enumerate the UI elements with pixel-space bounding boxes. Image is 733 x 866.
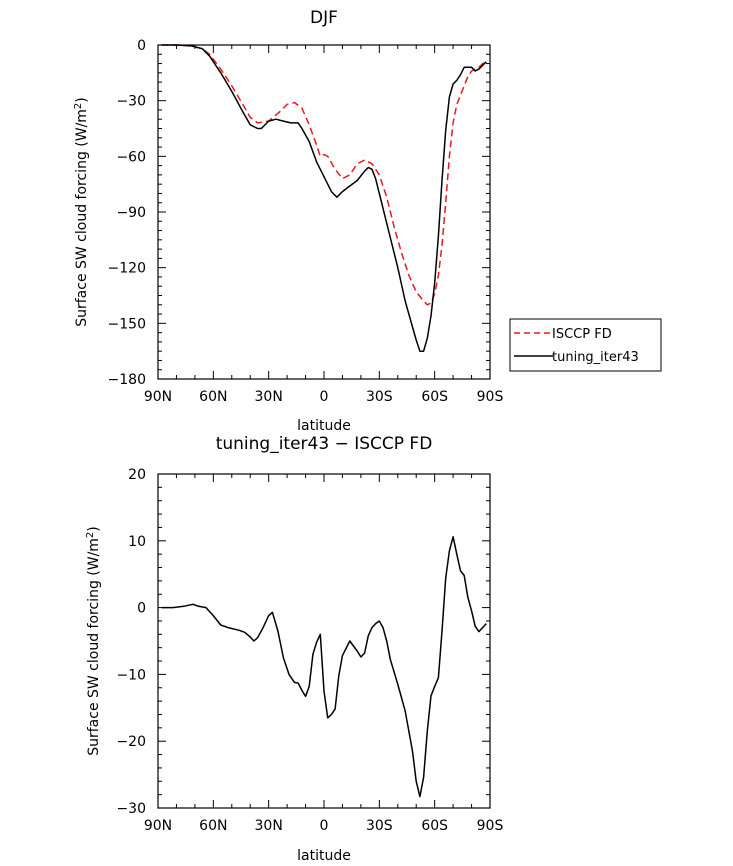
top-ytick-label-0: 0: [137, 38, 146, 54]
top-y-tick-labels: 0 −30 −60 −90 −120 −150 −180: [108, 38, 146, 388]
bottom-y-axis-title-superscript: 2: [85, 532, 96, 538]
bottom-chart-title: tuning_iter43 − ISCCP FD: [216, 434, 433, 454]
legend: ISCCP FD tuning_iter43: [509, 318, 662, 372]
bottom-ytick-label-10: 10: [128, 534, 146, 550]
top-xtick-label-60n: 60N: [199, 389, 227, 405]
top-x-axis-title: latitude: [297, 418, 351, 434]
bottom-y-tick-labels: 20 10 0 −10 −20 −30: [116, 467, 146, 817]
top-y-axis-title-main: Surface SW cloud forcing (W/m: [74, 109, 90, 327]
bottom-y-axis-title-main: Surface SW cloud forcing (W/m: [86, 538, 102, 756]
top-xtick-label-30n: 30N: [255, 389, 283, 405]
bottom-series-lines: [161, 536, 487, 798]
bottom-ytick-label-10: −10: [116, 667, 146, 683]
legend-label-tuning-iter43: tuning_iter43: [552, 350, 639, 365]
top-xtick-label-30s: 30S: [366, 389, 393, 405]
top-ytick-label-60: −60: [116, 149, 146, 165]
bottom-x-axis-title: latitude: [297, 848, 351, 864]
bottom-y-axis-title-close: ): [86, 526, 102, 531]
top-ytick-label-150: −150: [108, 316, 146, 332]
bottom-x-tick-labels: 90N 60N 30N 0 30S 60S 90S: [144, 818, 504, 834]
top-xtick-label-0: 0: [320, 389, 329, 405]
bottom-ytick-label-20: 20: [128, 467, 146, 483]
bottom-ytick-label-30: −30: [116, 801, 146, 817]
top-x-tick-labels: 90N 60N 30N 0 30S 60S 90S: [144, 389, 504, 405]
legend-label-isccp-fd: ISCCP FD: [552, 327, 612, 342]
bottom-xtick-label-90n: 90N: [144, 818, 172, 834]
top-ytick-label-30: −30: [116, 94, 146, 110]
bottom-ytick-label-0: 0: [137, 601, 146, 617]
top-ytick-label-180: −180: [108, 372, 146, 388]
bottom-ytick-label-20: −20: [116, 734, 146, 750]
bottom-tick-marks: [157, 473, 491, 809]
top-series-line-tuning-iter43: [161, 44, 487, 352]
top-xtick-label-90s: 90S: [477, 389, 504, 405]
top-series-lines: [161, 44, 487, 352]
bottom-xtick-label-60n: 60N: [199, 818, 227, 834]
top-y-axis-title-superscript: 2: [73, 103, 84, 109]
top-series-line-isccp-fd: [161, 44, 487, 306]
top-xtick-label-60s: 60S: [421, 389, 448, 405]
bottom-panel: tuning_iter43 − ISCCP FD 20100−10−20−30 …: [85, 434, 503, 864]
bottom-series-line-tuning-iter43-isccp-fd: [161, 536, 487, 798]
top-xtick-label-90n: 90N: [144, 389, 172, 405]
top-ytick-label-90: −90: [116, 205, 146, 221]
top-y-axis-title-close: ): [74, 97, 90, 102]
bottom-xtick-label-30s: 30S: [366, 818, 393, 834]
bottom-plot-frame: [157, 473, 491, 809]
top-chart-title: DJF: [310, 8, 338, 28]
top-ytick-label-120: −120: [108, 261, 146, 277]
top-panel: DJF 0 −30 −60 −90 −120 −150 −180 90N 60N 30N 0 30S…: [73, 8, 662, 434]
top-tick-marks: [157, 44, 491, 380]
bottom-xtick-label-60s: 60S: [421, 818, 448, 834]
legend-box: [509, 318, 662, 372]
bottom-y-axis-title: Surface SW cloud forcing (W/m2): [85, 526, 102, 756]
bottom-xtick-label-0: 0: [320, 818, 329, 834]
bottom-xtick-label-30n: 30N: [255, 818, 283, 834]
bottom-xtick-label-90s: 90S: [477, 818, 504, 834]
top-y-axis-title: Surface SW cloud forcing (W/m2): [73, 97, 90, 327]
